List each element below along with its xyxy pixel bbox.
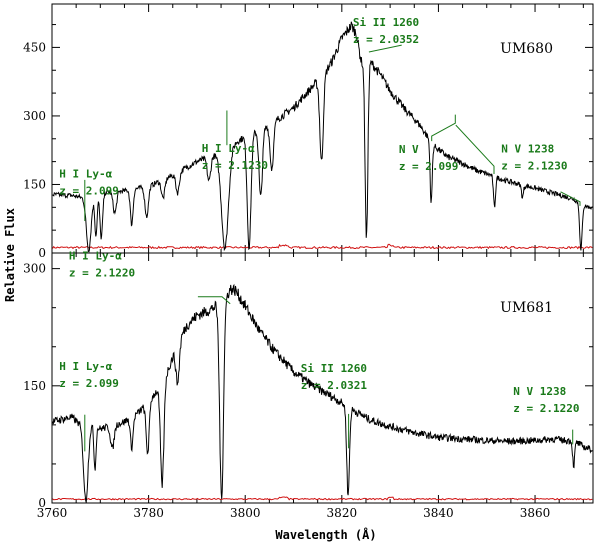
annotation-label: Si II 1260 bbox=[353, 16, 419, 29]
annotation-label: z = 2.1220 bbox=[513, 402, 579, 415]
annotation-leader-line bbox=[560, 191, 581, 206]
annotation-label: N V bbox=[399, 143, 419, 156]
annotation-label: Si II 1260 bbox=[301, 362, 367, 375]
panel-um681: 3760 3780 3800 3820 3840 3860 0 150 300 UM681 H I … bbox=[23, 249, 594, 520]
annotation-leader-line bbox=[197, 296, 231, 305]
annotation-label: z = 2.099 bbox=[399, 160, 459, 173]
flux-spectrum bbox=[52, 283, 593, 503]
panel-label: UM680 bbox=[500, 41, 553, 57]
annotation-leader-line bbox=[455, 124, 495, 174]
annotation-leader-line bbox=[368, 44, 402, 53]
x-tick-label: 3840 bbox=[423, 506, 454, 520]
y-tick-label: 0 bbox=[38, 496, 46, 510]
y-tick-label: 300 bbox=[23, 109, 46, 123]
annotation-label: H I Ly-α bbox=[59, 168, 112, 181]
y-tick-label: 450 bbox=[23, 40, 46, 54]
annotation-leader-line bbox=[431, 114, 456, 142]
annotation-label: z = 2.1230 bbox=[501, 159, 567, 172]
annotation-label: z = 2.099 bbox=[59, 185, 119, 198]
y-axis-title: Relative Flux bbox=[3, 208, 17, 302]
y-tick-label: 300 bbox=[23, 262, 46, 276]
x-tick-label: 3760 bbox=[37, 506, 68, 520]
annotation-label: N V 1238 bbox=[513, 385, 566, 398]
flux-spectrum bbox=[52, 21, 593, 253]
error-spectrum bbox=[52, 243, 593, 250]
annotation-label: z = 2.0321 bbox=[301, 379, 368, 392]
annotation-label: H I Ly-α bbox=[202, 142, 255, 155]
y-tick-label: 0 bbox=[38, 246, 46, 260]
x-tick-label: 3780 bbox=[133, 506, 164, 520]
x-tick-label: 3820 bbox=[327, 506, 358, 520]
annotation-label: H I Ly-α bbox=[69, 249, 122, 262]
error-spectrum bbox=[52, 496, 593, 501]
y-tick-label: 150 bbox=[23, 177, 46, 191]
annotation-label: z = 2.099 bbox=[59, 377, 119, 390]
panel-label: UM681 bbox=[500, 300, 553, 316]
panel-um680: 0 150 300 450 UM680 H I Ly-α z = 2.099 H I Ly-α… bbox=[23, 3, 594, 260]
annotation-label: N V 1238 bbox=[501, 142, 554, 155]
annotation-label: z = 2.0352 bbox=[353, 33, 419, 46]
annotation-label: z = 2.1230 bbox=[202, 159, 268, 172]
x-tick-label: 3800 bbox=[230, 506, 261, 520]
x-tick-label: 3860 bbox=[520, 506, 551, 520]
plot-frame bbox=[51, 252, 594, 504]
x-axis-title: Wavelength (Å) bbox=[275, 527, 376, 542]
y-tick-label: 150 bbox=[23, 379, 46, 393]
annotation-label: H I Ly-α bbox=[59, 360, 112, 373]
annotation-label: z = 2.1220 bbox=[69, 266, 135, 279]
